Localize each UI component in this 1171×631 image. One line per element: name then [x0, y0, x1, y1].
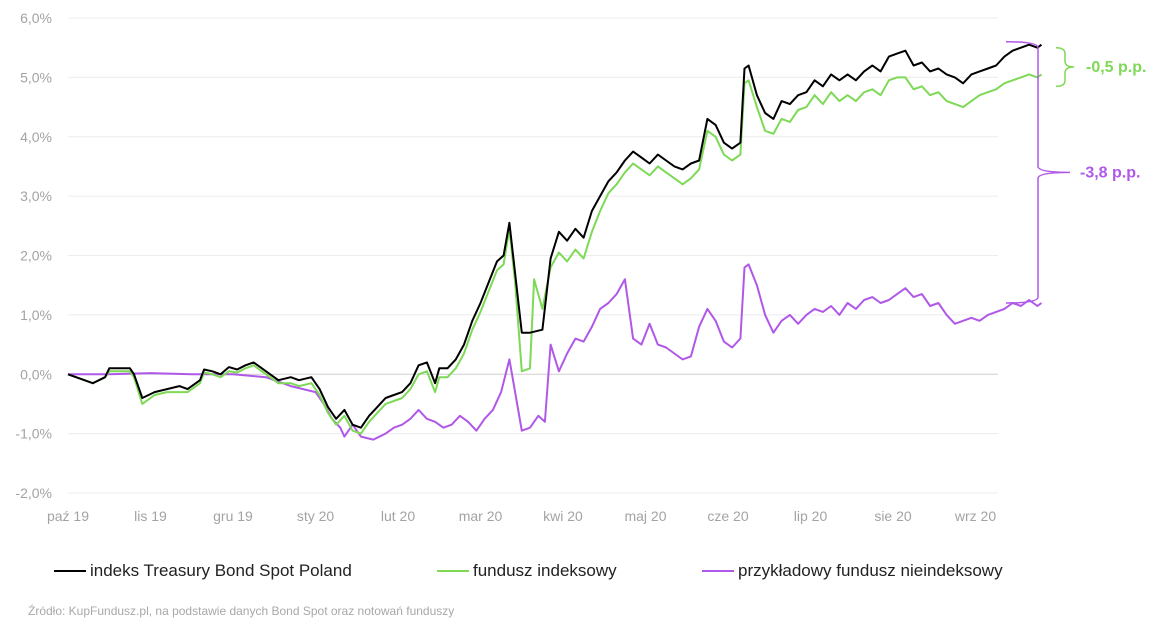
legend-label-index: indeks Treasury Bond Spot Poland — [90, 561, 352, 580]
x-tick-label: cze 20 — [707, 508, 748, 524]
series-line-2 — [68, 263, 1043, 441]
line-chart: 6,0% 5,0% 4,0% 3,0% 2,0% 1,0% 0,0% -1,0% -2,0% p… — [15, 10, 1146, 524]
x-tick-label: paź 19 — [47, 508, 89, 524]
y-tick-label: 1,0% — [20, 307, 52, 323]
y-tick-label: 0,0% — [20, 366, 52, 382]
legend-item-index-fund: fundusz indeksowy — [437, 561, 617, 581]
source-note: Źródło: KupFundusz.pl, na podstawie dany… — [28, 604, 455, 618]
annotation-index-fund: -0,5 p.p. — [1086, 59, 1146, 76]
y-tick-label: 5,0% — [20, 69, 52, 85]
annotation-active-fund: -3,8 p.p. — [1080, 164, 1140, 181]
legend-label-active-fund: przykładowy fundusz nieindeksowy — [738, 561, 1003, 580]
x-tick-label: lut 20 — [381, 508, 415, 524]
x-tick-label: mar 20 — [459, 508, 503, 524]
y-tick-label: -1,0% — [15, 426, 52, 442]
legend-item-index: indeks Treasury Bond Spot Poland — [54, 561, 352, 581]
x-tick-label: sie 20 — [874, 508, 912, 524]
y-tick-label: 6,0% — [20, 10, 52, 26]
x-tick-label: gru 19 — [213, 508, 253, 524]
x-tick-label: sty 20 — [297, 508, 335, 524]
series-lines — [67, 43, 1043, 441]
legend-label-index-fund: fundusz indeksowy — [473, 561, 617, 580]
difference-annotations: -0,5 p.p. -3,8 p.p. — [1005, 41, 1146, 304]
bracket-index-fund — [1055, 47, 1075, 88]
y-tick-label: 3,0% — [20, 188, 52, 204]
x-tick-label: lis 19 — [134, 508, 167, 524]
bracket-active-fund — [1005, 41, 1071, 304]
legend-item-active-fund: przykładowy fundusz nieindeksowy — [702, 561, 1003, 581]
x-tick-label: maj 20 — [624, 508, 666, 524]
y-tick-label: -2,0% — [15, 485, 52, 501]
series-line-1 — [67, 73, 1043, 435]
legend-swatch-active-fund — [702, 570, 734, 572]
y-tick-label: 4,0% — [20, 129, 52, 145]
series-line-0 — [67, 43, 1043, 429]
y-tick-label: 2,0% — [20, 248, 52, 264]
y-axis-tick-labels: 6,0% 5,0% 4,0% 3,0% 2,0% 1,0% 0,0% -1,0% -2,0% — [15, 10, 52, 501]
x-tick-label: wrz 20 — [954, 508, 996, 524]
legend-swatch-index — [54, 570, 86, 572]
legend-swatch-index-fund — [437, 570, 469, 572]
x-axis-tick-labels: paź 19 lis 19 gru 19 sty 20 lut 20 mar 20 kwi … — [47, 508, 996, 524]
legend: indeks Treasury Bond Spot Poland fundusz… — [0, 561, 1171, 585]
x-tick-label: lip 20 — [794, 508, 828, 524]
x-tick-label: kwi 20 — [543, 508, 583, 524]
